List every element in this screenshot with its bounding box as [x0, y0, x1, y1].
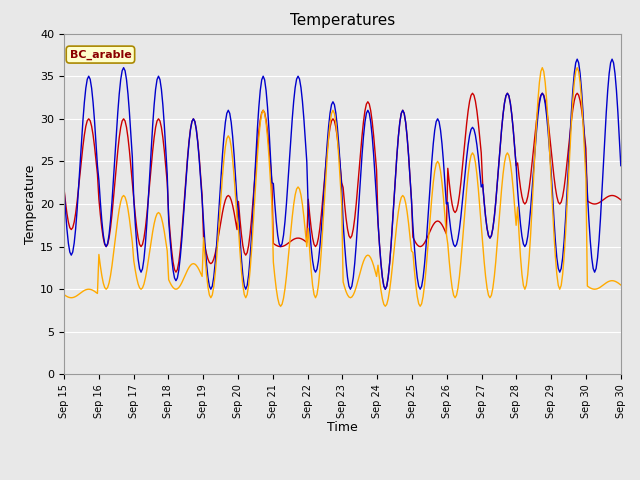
Y-axis label: Temperature: Temperature — [24, 164, 37, 244]
Tsky — [348, 294, 356, 300]
Tsky — [97, 263, 104, 269]
X-axis label: Time: Time — [327, 421, 358, 434]
Tair — [381, 286, 389, 292]
Tsurf — [348, 283, 356, 289]
Tsky — [538, 65, 546, 71]
Tair — [60, 186, 68, 192]
Tsurf — [458, 200, 466, 205]
Tsky — [79, 288, 87, 294]
Tsurf — [616, 135, 623, 141]
Tair — [458, 166, 466, 171]
Line: Tair: Tair — [64, 93, 621, 289]
Tsky — [60, 292, 68, 298]
Tair — [79, 144, 87, 149]
Legend: Tair, Tsurf, Tsky: Tair, Tsurf, Tsky — [212, 476, 473, 480]
Line: Tsky: Tsky — [64, 68, 621, 306]
Tsky — [458, 241, 466, 247]
Tsky — [543, 97, 550, 103]
Text: BC_arable: BC_arable — [70, 49, 131, 60]
Tair — [543, 107, 550, 112]
Tsurf — [79, 118, 87, 124]
Tsurf — [60, 186, 68, 192]
Tair — [346, 235, 354, 241]
Tsky — [616, 281, 623, 287]
Tsky — [276, 303, 284, 309]
Title: Temperatures: Temperatures — [290, 13, 395, 28]
Tair — [97, 212, 104, 217]
Tsurf — [207, 286, 214, 292]
Tsurf — [573, 56, 581, 62]
Tair — [617, 197, 625, 203]
Tsky — [617, 282, 625, 288]
Tair — [468, 90, 476, 96]
Tsurf — [617, 163, 625, 168]
Line: Tsurf: Tsurf — [64, 59, 621, 289]
Tsurf — [97, 199, 104, 205]
Tsurf — [541, 101, 549, 107]
Tair — [616, 196, 623, 202]
